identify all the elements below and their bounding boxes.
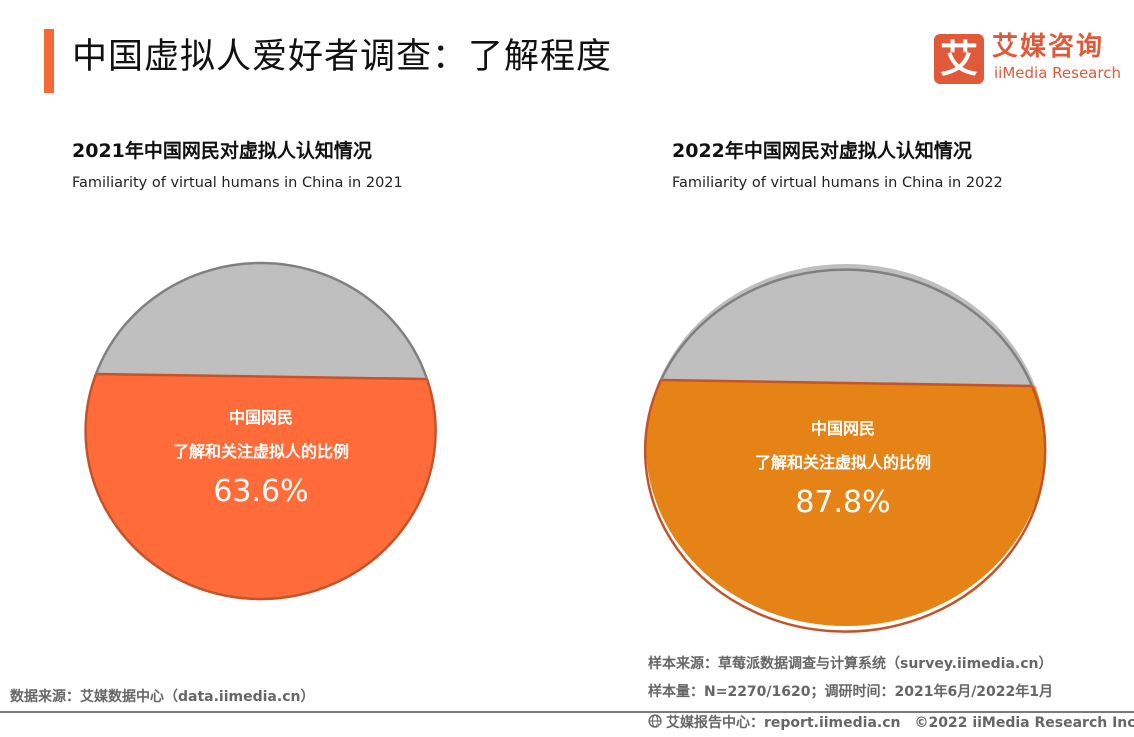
- pie-2022-value: 87.8%: [795, 485, 891, 520]
- pie-2021-value: 63.6%: [213, 474, 309, 509]
- logo-mark: 艾: [934, 34, 984, 84]
- chart-2021-subtitle: Familiarity of virtual humans in China i…: [72, 175, 403, 191]
- pie-2021-rest-outline: [94, 261, 429, 380]
- pie-2021-aware-outline: [84, 373, 437, 601]
- chart-2022-subtitle: Familiarity of virtual humans in China i…: [672, 175, 1003, 191]
- pie-2021-label-line2: 了解和关注虚拟人的比例: [172, 442, 349, 461]
- sample-source: 样本来源：草莓派数据调查与计算系统（survey.iimedia.cn）: [648, 656, 1053, 672]
- pie-2021-slice-divider: [95, 372, 428, 381]
- pie-2022-label-line2: 了解和关注虚拟人的比例: [754, 453, 931, 472]
- logo-name-en: iiMedia Research: [994, 64, 1121, 82]
- data-source: 数据来源：艾媒数据中心（data.iimedia.cn）: [10, 689, 315, 705]
- pie-2022: [643, 264, 1047, 633]
- pie-2022-rest-outline: [659, 268, 1034, 387]
- logo-name-cn: 艾媒咨询: [992, 32, 1105, 62]
- title-accent-bar: [44, 29, 54, 93]
- report-center-link[interactable]: 艾媒报告中心：report.iimedia.cn: [666, 715, 901, 731]
- copyright: ©2022 iiMedia Research Inc: [914, 715, 1134, 731]
- footer: 艾媒报告中心：report.iimedia.cn ©2022 iiMedia Re…: [648, 713, 1134, 733]
- sample-size: 样本量：N=2270/1620；调研时间：2021年6月/2022年1月: [648, 684, 1054, 700]
- page-title: 中国虚拟人爱好者调查：了解程度: [72, 37, 613, 77]
- pie-2022-label: 中国网民 了解和关注虚拟人的比例 87.8%: [713, 419, 973, 521]
- pie-2022-aware-slice: [646, 380, 1046, 626]
- pie-2022-slice-divider: [660, 378, 1033, 388]
- pie-2022-aware-outline: [643, 379, 1047, 633]
- pie-2021-aware-slice: [86, 374, 436, 600]
- chart-2022-title: 2022年中国网民对虚拟人认知情况: [672, 140, 972, 162]
- chart-2021-title: 2021年中国网民对虚拟人认知情况: [72, 140, 372, 162]
- footer-divider: [0, 711, 1134, 713]
- pie-2022-label-line1: 中国网民: [810, 419, 875, 438]
- pie-2021-label-line1: 中国网民: [228, 408, 293, 427]
- pie-2021-label: 中国网民 了解和关注虚拟人的比例 63.6%: [131, 408, 391, 510]
- iimedia-logo: 艾 艾媒咨询 iiMedia Research: [934, 32, 1121, 84]
- globe-cursor-icon: [648, 714, 663, 729]
- pie-2021: [84, 261, 437, 601]
